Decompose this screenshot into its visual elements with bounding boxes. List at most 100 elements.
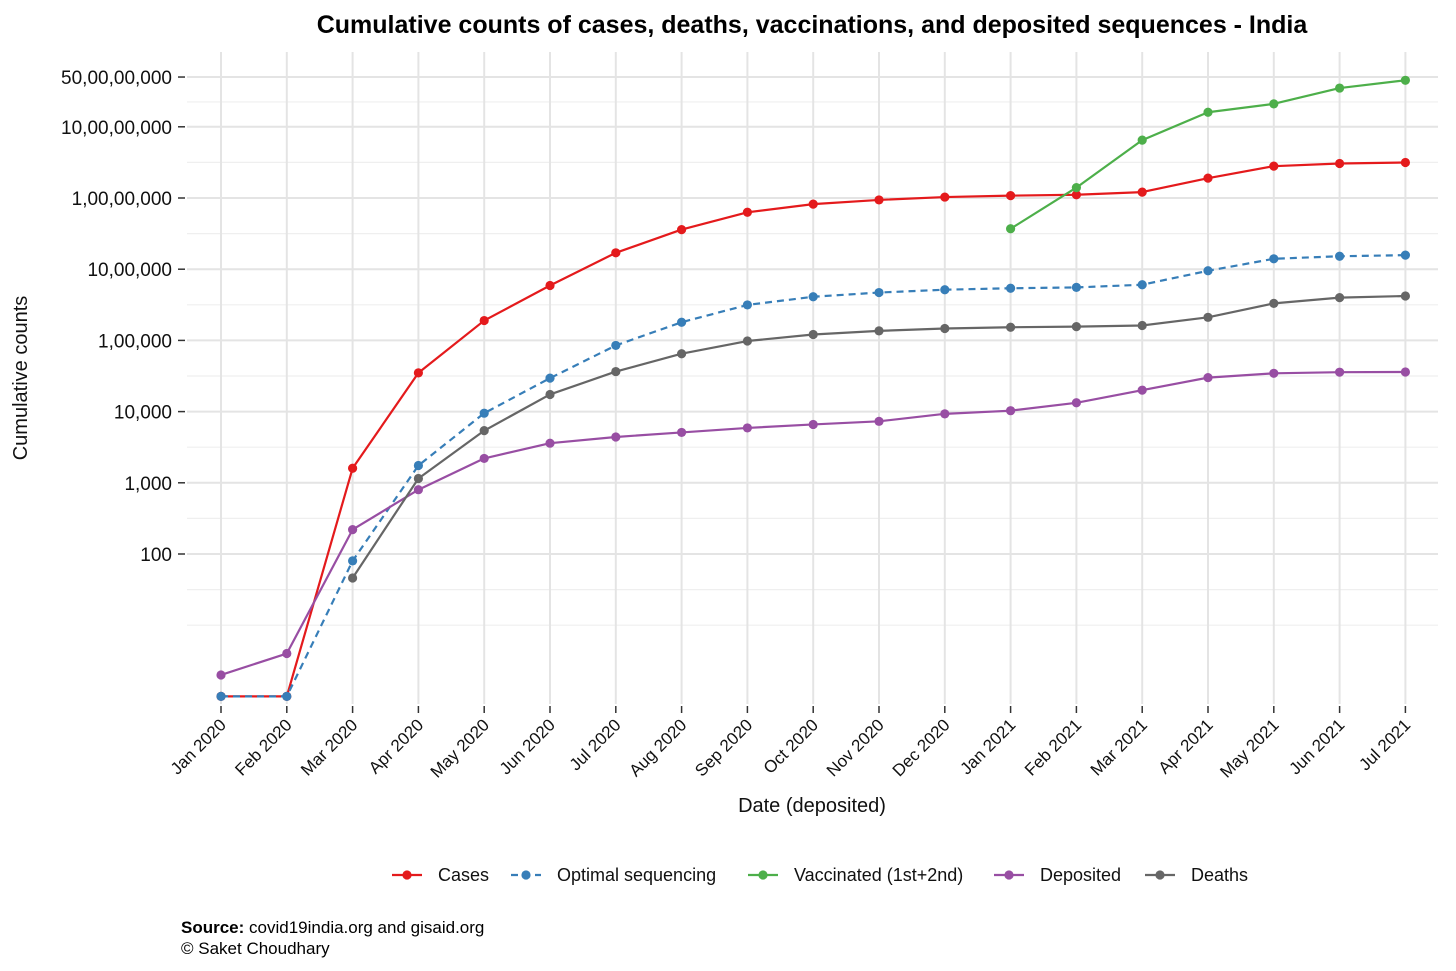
x-tick-label: Feb 2021	[1021, 715, 1085, 779]
data-point-deposited	[611, 432, 621, 442]
data-point-optimal-sequencing	[742, 300, 753, 310]
x-axis-label: Date (deposited)	[738, 795, 886, 817]
data-point-deposited	[479, 453, 489, 464]
x-axis-ticks: Jan 2020 Feb 2020 Mar 2020 Apr 2020 May 2020…	[167, 706, 1414, 782]
data-point-optimal-sequencing	[1269, 254, 1279, 264]
series-cases	[216, 157, 1410, 702]
data-point-vaccinated-1st-2nd	[1400, 75, 1410, 85]
data-point-deaths	[874, 326, 884, 336]
x-tick-label: Jun 2021	[1286, 715, 1349, 778]
data-point-deaths	[1006, 322, 1016, 332]
y-tick-label: 1,000	[124, 474, 172, 495]
x-tick-label: Jan 2021	[957, 715, 1020, 778]
data-point-optimal-sequencing	[677, 317, 687, 327]
data-point-cases	[1400, 157, 1410, 168]
data-point-cases	[808, 199, 818, 209]
x-tick-label: Apr 2020	[365, 715, 427, 777]
data-point-cases	[1137, 187, 1147, 197]
x-tick-label: May 2020	[427, 715, 493, 781]
data-point-optimal-sequencing	[413, 460, 423, 471]
data-point-optimal-sequencing	[1400, 250, 1410, 260]
x-tick-label: May 2021	[1216, 715, 1282, 781]
data-point-vaccinated-1st-2nd	[1203, 107, 1213, 117]
legend-swatch-point	[758, 870, 768, 880]
data-point-optimal-sequencing	[611, 340, 621, 351]
legend-label: Cases	[438, 865, 489, 885]
data-point-cases	[611, 248, 621, 258]
data-point-deposited	[1006, 406, 1016, 416]
data-point-deposited	[282, 648, 292, 659]
data-point-optimal-sequencing	[348, 556, 358, 566]
data-point-deposited	[1137, 385, 1147, 395]
legend-item-deposited: Deposited	[994, 865, 1121, 885]
data-point-vaccinated-1st-2nd	[1269, 99, 1279, 109]
x-tick-label: Jan 2020	[167, 715, 230, 778]
data-point-vaccinated-1st-2nd	[1137, 135, 1147, 145]
data-point-cases	[413, 368, 423, 378]
data-point-deaths	[742, 336, 753, 346]
data-point-deposited	[742, 423, 753, 433]
data-point-optimal-sequencing	[1203, 266, 1213, 276]
data-point-vaccinated-1st-2nd	[1006, 224, 1016, 234]
data-point-deposited	[348, 525, 358, 535]
data-point-deaths	[1071, 322, 1081, 332]
legend-item-deaths: Deaths	[1145, 865, 1248, 885]
data-point-deposited	[1400, 367, 1410, 377]
credit: © Saket Choudhary	[181, 939, 330, 958]
x-tick-label: Jul 2020	[566, 715, 625, 774]
series-vaccinated-1st-2nd	[1006, 75, 1410, 234]
data-point-deaths	[1269, 298, 1279, 308]
data-point-cases	[1071, 190, 1081, 200]
x-tick-label: Sep 2020	[691, 715, 756, 780]
data-point-deaths	[1203, 312, 1213, 322]
x-tick-label: Apr 2021	[1155, 715, 1217, 777]
legend-swatch-point	[402, 870, 412, 880]
x-tick-label: Mar 2021	[1087, 715, 1151, 779]
data-point-cases	[874, 195, 884, 205]
x-tick-label: Feb 2020	[231, 715, 295, 779]
legend-swatch-point	[1004, 870, 1014, 880]
data-point-optimal-sequencing	[282, 691, 292, 702]
legend-label: Deaths	[1191, 865, 1248, 885]
series	[216, 75, 1410, 702]
series-optimal-sequencing	[216, 250, 1410, 702]
legend-item-cases: Cases	[392, 865, 489, 885]
data-point-optimal-sequencing	[874, 287, 884, 298]
y-tick-label: 1,00,000	[98, 331, 172, 352]
data-point-vaccinated-1st-2nd	[1335, 83, 1345, 93]
legend-label: Vaccinated (1st+2nd)	[794, 865, 963, 885]
data-point-optimal-sequencing	[216, 691, 226, 702]
series-deaths	[348, 291, 1410, 583]
data-point-cases	[1269, 161, 1279, 171]
data-point-deposited	[1071, 398, 1081, 408]
data-point-cases	[940, 192, 950, 202]
y-tick-label: 50,00,00,000	[61, 68, 172, 89]
data-point-deposited	[677, 427, 687, 438]
data-point-deaths	[1137, 320, 1147, 331]
legend-swatch-point	[1155, 870, 1165, 880]
data-point-cases	[1006, 191, 1016, 201]
data-point-deaths	[545, 389, 555, 400]
x-tick-label: Mar 2020	[297, 715, 361, 779]
data-point-optimal-sequencing	[1071, 282, 1081, 293]
data-point-cases	[348, 463, 358, 473]
data-point-cases	[1203, 173, 1213, 183]
x-tick-label: Oct 2020	[760, 715, 822, 777]
data-point-deaths	[348, 573, 358, 583]
y-tick-label: 10,00,000	[87, 260, 172, 281]
data-point-deposited	[1335, 367, 1345, 377]
data-point-cases	[677, 224, 687, 235]
x-tick-label: Nov 2020	[823, 715, 888, 780]
data-point-optimal-sequencing	[1335, 251, 1345, 261]
y-tick-label: 100	[140, 545, 172, 566]
data-point-optimal-sequencing	[940, 285, 950, 295]
data-point-deposited	[413, 485, 423, 495]
data-point-deaths	[611, 366, 621, 377]
legend: Cases Optimal sequencing Vaccinated (1st+2…	[392, 865, 1248, 885]
data-point-deposited	[940, 409, 950, 419]
data-point-deaths	[677, 349, 687, 359]
legend-label: Deposited	[1040, 865, 1121, 885]
data-point-optimal-sequencing	[545, 373, 555, 383]
data-point-deposited	[808, 419, 818, 430]
